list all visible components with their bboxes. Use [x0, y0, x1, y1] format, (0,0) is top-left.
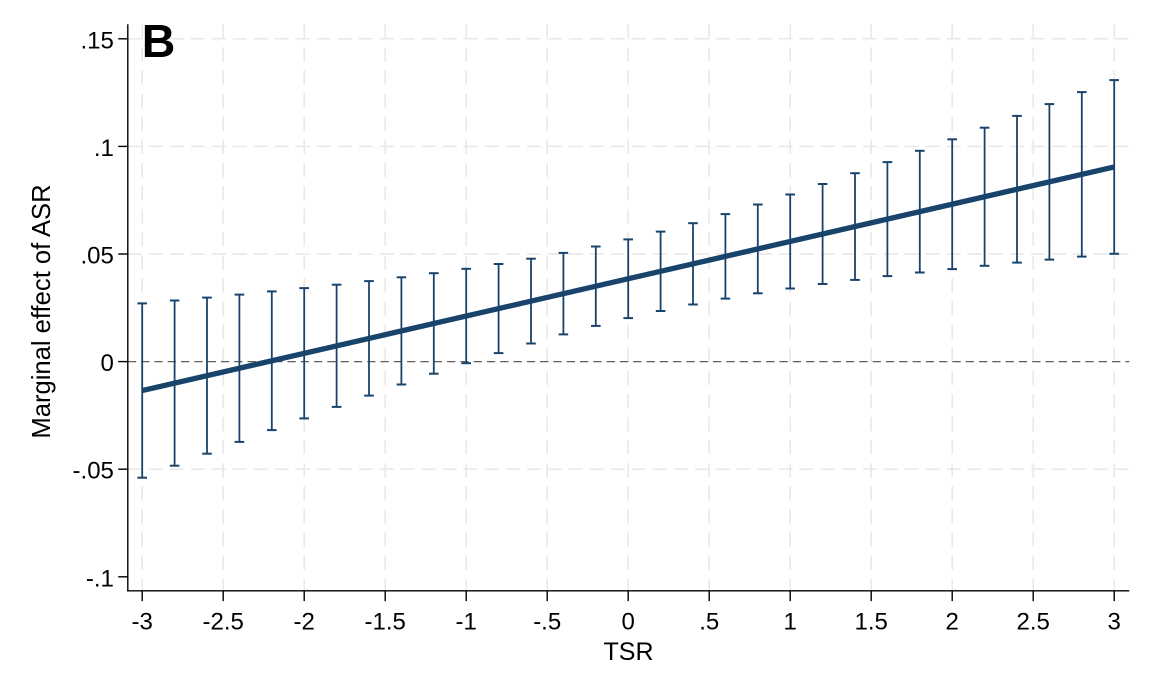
- svg-text:.05: .05: [81, 243, 114, 270]
- svg-text:3: 3: [1108, 608, 1121, 635]
- svg-text:.15: .15: [81, 27, 114, 54]
- svg-text:.5: .5: [699, 608, 719, 635]
- svg-text:-1: -1: [456, 608, 477, 635]
- svg-text:0: 0: [101, 350, 114, 377]
- svg-text:-.1: -.1: [86, 565, 114, 592]
- svg-text:2.5: 2.5: [1017, 608, 1050, 635]
- svg-text:-.5: -.5: [533, 608, 561, 635]
- svg-text:-1.5: -1.5: [365, 608, 406, 635]
- svg-text:1: 1: [784, 608, 797, 635]
- svg-text:Marginal effect of ASR: Marginal effect of ASR: [28, 184, 56, 438]
- svg-text:-.05: -.05: [73, 458, 114, 485]
- svg-text:2: 2: [946, 608, 959, 635]
- svg-text:-2: -2: [294, 608, 315, 635]
- svg-text:B: B: [142, 15, 176, 67]
- svg-text:.1: .1: [94, 135, 114, 162]
- svg-text:TSR: TSR: [604, 638, 654, 666]
- svg-text:-3: -3: [132, 608, 153, 635]
- svg-text:1.5: 1.5: [855, 608, 888, 635]
- svg-text:0: 0: [622, 608, 635, 635]
- svg-text:-2.5: -2.5: [203, 608, 244, 635]
